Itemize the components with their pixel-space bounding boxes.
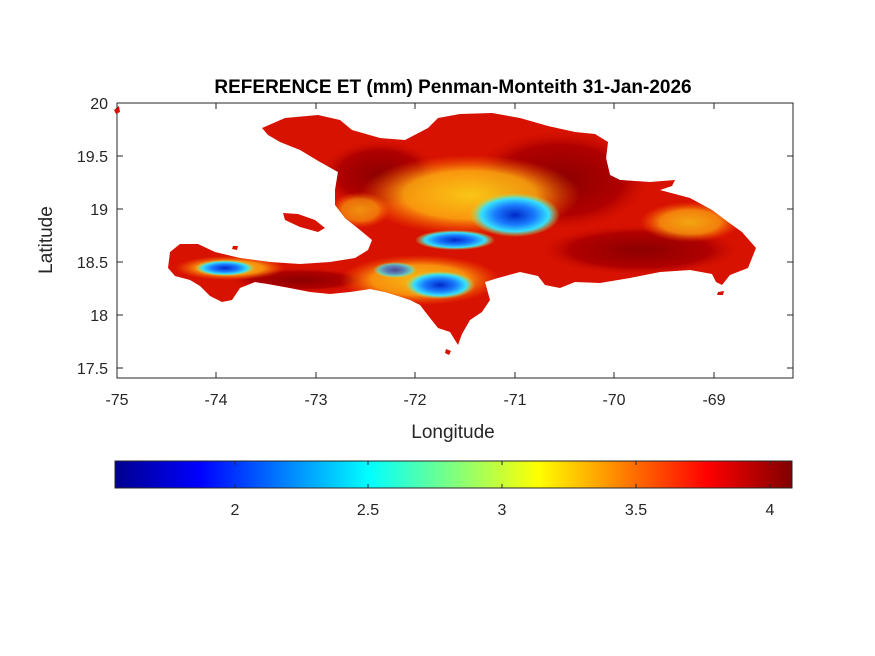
x-tick-label: -73: [304, 392, 327, 409]
y-tick-label: 18: [90, 308, 108, 325]
colorbar-tick-label: 3: [498, 502, 507, 519]
colorbar-tick-label: 2.5: [357, 502, 379, 519]
y-axis-title: Latitude: [36, 206, 57, 274]
y-tick-label: 17.5: [77, 361, 108, 378]
x-tick-label: -75: [105, 392, 128, 409]
y-axis: [117, 102, 793, 369]
colorbar-ticks: [234, 461, 771, 488]
colorbar: [114, 460, 793, 489]
y-tick-label: 20: [90, 96, 108, 113]
colorbar-tick-label: 4: [766, 502, 775, 519]
x-tick-label: -72: [403, 392, 426, 409]
x-tick-label: -69: [702, 392, 725, 409]
colorbar-tick-label: 3.5: [625, 502, 647, 519]
x-tick-label: -74: [204, 392, 227, 409]
plot-title: REFERENCE ET (mm) Penman-Monteith 31-Jan…: [214, 77, 691, 98]
y-tick-label: 19.5: [77, 149, 108, 166]
x-tick-label: -71: [503, 392, 526, 409]
y-tick-label: 18.5: [77, 255, 108, 272]
x-tick-label: -70: [602, 392, 625, 409]
x-axis: [116, 103, 715, 378]
x-axis-title: Longitude: [411, 422, 494, 443]
y-tick-label: 19: [90, 202, 108, 219]
colorbar-tick-label: 2: [231, 502, 240, 519]
